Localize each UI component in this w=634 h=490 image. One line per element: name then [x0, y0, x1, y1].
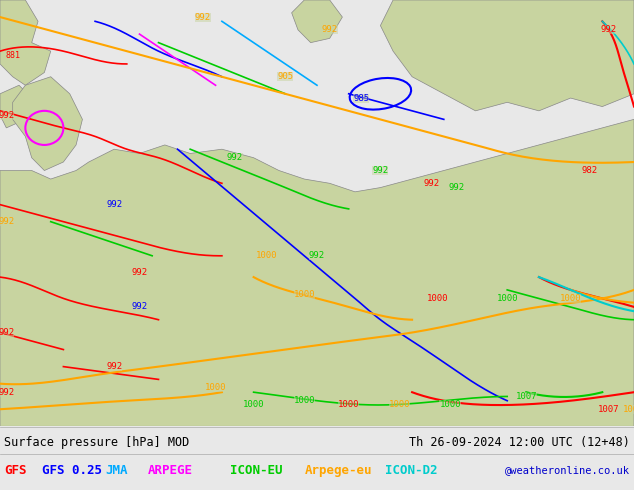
Polygon shape — [0, 0, 51, 85]
Text: 1000: 1000 — [294, 290, 315, 298]
Text: 992: 992 — [0, 217, 15, 226]
Text: GFS: GFS — [4, 464, 27, 477]
Text: 992: 992 — [309, 251, 325, 260]
Text: 992: 992 — [0, 388, 15, 397]
Text: 1007: 1007 — [598, 405, 619, 414]
Polygon shape — [0, 85, 32, 128]
Text: 1000: 1000 — [439, 400, 461, 410]
Text: 992: 992 — [106, 200, 122, 209]
Text: 1000: 1000 — [427, 294, 448, 303]
Text: 992: 992 — [226, 153, 243, 162]
Text: ARPEGE: ARPEGE — [148, 464, 193, 477]
Text: 992: 992 — [0, 111, 15, 120]
Text: 992: 992 — [106, 362, 122, 371]
Text: 992: 992 — [321, 25, 338, 34]
Text: 1000: 1000 — [294, 396, 315, 405]
Text: 992: 992 — [131, 302, 148, 312]
Text: 992: 992 — [131, 269, 148, 277]
Polygon shape — [292, 0, 342, 43]
Text: Surface pressure [hPa] MOD: Surface pressure [hPa] MOD — [4, 436, 190, 449]
Text: Arpege-eu: Arpege-eu — [305, 464, 373, 477]
Text: ICON-EU: ICON-EU — [230, 464, 283, 477]
Polygon shape — [0, 120, 634, 426]
Text: 905: 905 — [277, 72, 294, 81]
Text: 1007: 1007 — [623, 405, 634, 414]
Text: 881: 881 — [5, 51, 20, 60]
Text: 1007: 1007 — [515, 392, 537, 401]
Text: 1000: 1000 — [389, 400, 410, 410]
Text: Th 26-09-2024 12:00 UTC (12+48): Th 26-09-2024 12:00 UTC (12+48) — [409, 436, 630, 449]
Polygon shape — [13, 77, 82, 171]
Text: 992: 992 — [0, 328, 15, 337]
Text: ICON-D2: ICON-D2 — [385, 464, 437, 477]
Text: 992: 992 — [448, 183, 465, 192]
Text: 992: 992 — [195, 13, 211, 22]
Text: @weatheronline.co.uk: @weatheronline.co.uk — [505, 465, 630, 475]
Text: 992: 992 — [372, 166, 389, 175]
Text: 1000: 1000 — [243, 400, 264, 410]
Text: 1000: 1000 — [205, 384, 226, 392]
Text: 985: 985 — [353, 94, 370, 102]
Text: 982: 982 — [581, 166, 598, 175]
Text: GFS 0.25: GFS 0.25 — [42, 464, 102, 477]
Text: 1000: 1000 — [338, 400, 359, 410]
Text: 992: 992 — [423, 179, 439, 188]
Polygon shape — [380, 0, 634, 111]
Text: 1000: 1000 — [256, 251, 277, 260]
Text: 992: 992 — [600, 25, 617, 34]
Text: 1000: 1000 — [496, 294, 518, 303]
Text: 1000: 1000 — [560, 294, 581, 303]
Text: JMA: JMA — [105, 464, 127, 477]
